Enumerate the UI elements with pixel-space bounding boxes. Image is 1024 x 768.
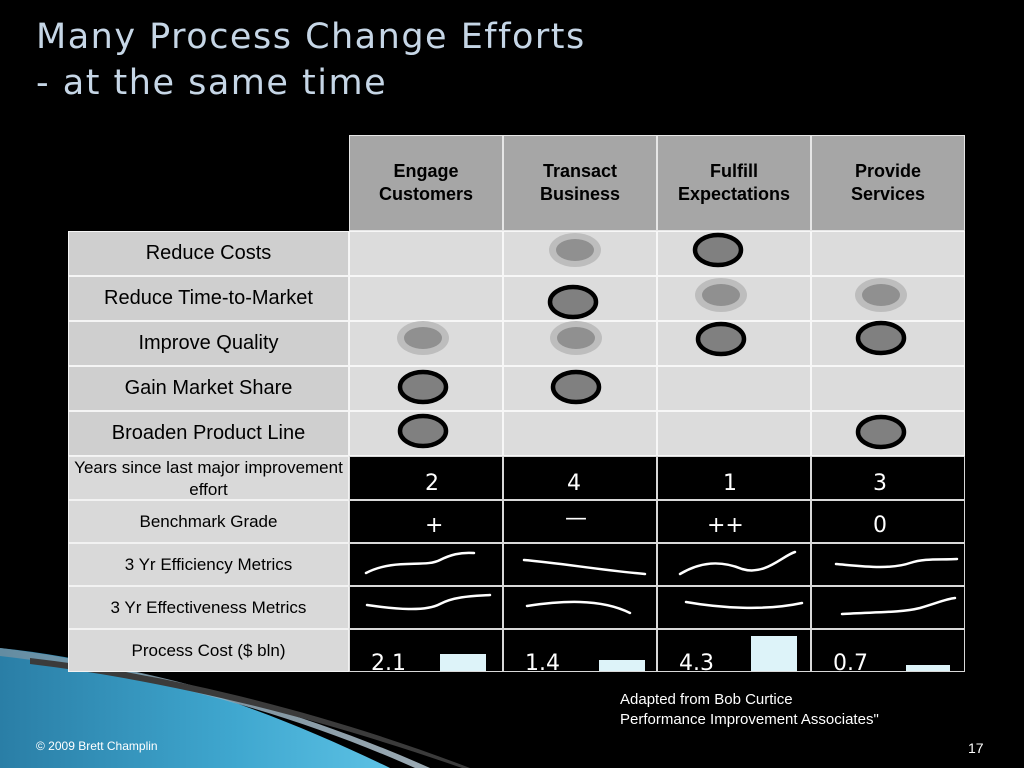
- page-number: 17: [968, 740, 984, 756]
- light-impact-marker: [550, 321, 602, 355]
- light-impact-marker: [855, 278, 907, 312]
- metric-cell: [657, 500, 811, 543]
- strong-impact-marker: [695, 321, 747, 357]
- grade-value: ++: [707, 513, 744, 538]
- grade-value: —: [565, 506, 587, 531]
- metric-cell: [811, 586, 965, 629]
- metric-label: Process Cost ($ bln): [68, 629, 349, 672]
- column-header: Provide Services: [811, 135, 965, 231]
- metric-label: Years since last major improvement effor…: [68, 456, 349, 500]
- column-header: Transact Business: [503, 135, 657, 231]
- light-impact-marker: [397, 321, 449, 355]
- column-header-label: Engage Customers: [378, 161, 474, 204]
- years-value: 4: [567, 471, 581, 496]
- metric-cell: [811, 629, 965, 672]
- metric-cell: [811, 456, 965, 500]
- trend-line: [522, 558, 647, 576]
- trend-line: [365, 593, 492, 611]
- trend-line: [834, 557, 959, 569]
- matrix-cell: [811, 231, 965, 276]
- metric-cell: [503, 456, 657, 500]
- column-header: Engage Customers: [349, 135, 503, 231]
- title-line-2: - at the same time: [36, 63, 388, 103]
- trend-line: [684, 600, 804, 610]
- metric-cell: [349, 543, 503, 586]
- matrix-cell: [657, 366, 811, 411]
- strong-impact-marker: [547, 284, 599, 320]
- cost-bar: [599, 660, 645, 671]
- strong-impact-marker: [692, 232, 744, 268]
- column-header-label: Provide Services: [850, 161, 926, 204]
- attribution-line-1: Adapted from Bob Curtice: [620, 691, 793, 708]
- row-label: Improve Quality: [68, 321, 349, 366]
- attribution: Adapted from Bob Curtice Performance Imp…: [620, 690, 879, 730]
- metric-cell: [349, 456, 503, 500]
- row-label: Gain Market Share: [68, 366, 349, 411]
- cost-bar: [906, 665, 950, 671]
- strong-impact-marker: [550, 369, 602, 405]
- metric-cell: [503, 500, 657, 543]
- attribution-line-2: Performance Improvement Associates": [620, 711, 879, 728]
- metric-cell: [503, 543, 657, 586]
- years-value: 3: [873, 471, 887, 496]
- metric-cell: [349, 500, 503, 543]
- strong-impact-marker: [397, 369, 449, 405]
- trend-line: [364, 551, 476, 575]
- column-header-label: Transact Business: [539, 161, 621, 204]
- metric-cell: [657, 456, 811, 500]
- title-line-1: Many Process Change Efforts: [36, 17, 586, 57]
- grade-value: 0: [873, 513, 887, 538]
- copyright-text: © 2009 Brett Champlin: [36, 739, 158, 753]
- metric-cell: [657, 543, 811, 586]
- trend-line: [840, 596, 957, 616]
- light-impact-marker: [549, 233, 601, 267]
- matrix-cell: [349, 276, 503, 321]
- column-header-label: Fulfill Expectations: [677, 161, 791, 204]
- row-label: Reduce Time-to-Market: [68, 276, 349, 321]
- grade-value: +: [425, 513, 444, 538]
- matrix-cell: [503, 411, 657, 456]
- row-label: Reduce Costs: [68, 231, 349, 276]
- light-impact-marker: [695, 278, 747, 312]
- trend-line: [678, 550, 797, 576]
- trend-line: [525, 600, 632, 615]
- matrix-cell: [657, 411, 811, 456]
- years-value: 1: [723, 471, 737, 496]
- metric-label: 3 Yr Effectiveness Metrics: [68, 586, 349, 629]
- row-label: Broaden Product Line: [68, 411, 349, 456]
- cost-value: 1.4: [525, 651, 560, 676]
- slide-title: Many Process Change Efforts - at the sam…: [36, 14, 586, 106]
- cost-bar: [751, 636, 797, 671]
- years-value: 2: [425, 471, 439, 496]
- metric-label: Benchmark Grade: [68, 500, 349, 543]
- cost-bar: [440, 654, 486, 671]
- strong-impact-marker: [855, 414, 907, 450]
- matrix-cell: [811, 366, 965, 411]
- matrix-cell: [349, 231, 503, 276]
- strong-impact-marker: [397, 413, 449, 449]
- metric-cell: [503, 586, 657, 629]
- cost-value: 2.1: [371, 651, 406, 676]
- cost-value: 0.7: [833, 651, 868, 676]
- metric-label: 3 Yr Efficiency Metrics: [68, 543, 349, 586]
- cost-value: 4.3: [679, 651, 714, 676]
- column-header: Fulfill Expectations: [657, 135, 811, 231]
- strong-impact-marker: [855, 320, 907, 356]
- metric-cell: [811, 500, 965, 543]
